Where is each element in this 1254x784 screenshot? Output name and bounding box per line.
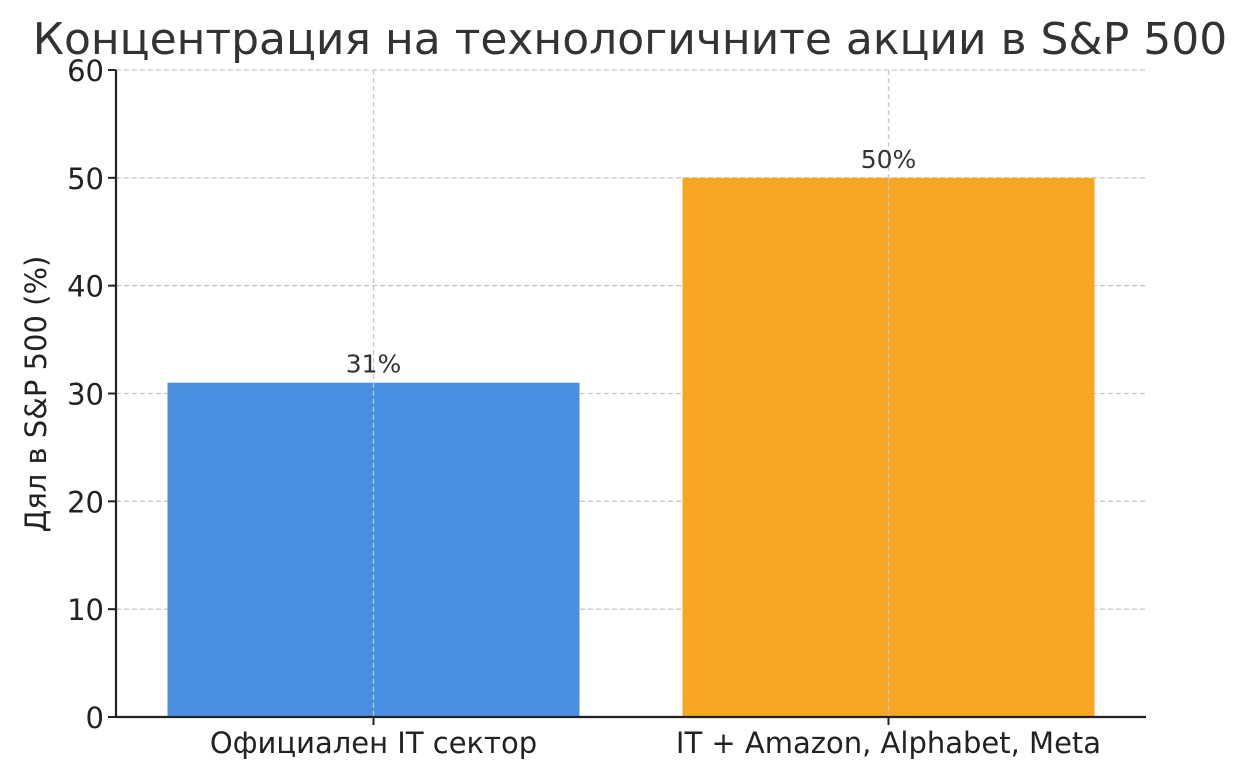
bars: 31% 50% (167, 145, 1095, 718)
y-tick-label: 50 (67, 162, 104, 196)
y-tick-label: 10 (67, 593, 104, 627)
y-axis-label: Дял в S&P 500 (%) (19, 256, 53, 533)
x-tick-label: IT + Amazon, Alphabet, Meta (676, 726, 1101, 760)
bar (167, 382, 580, 717)
y-tick-label: 20 (67, 485, 104, 519)
x-tick-label: Официален IT сектор (210, 726, 537, 760)
bar-value-label: 50% (861, 145, 917, 174)
y-tick-label: 40 (67, 270, 104, 304)
y-tick-label: 0 (86, 701, 104, 735)
axes: 0 10 20 30 40 50 60 Официален IT сектор IT + Ama… (67, 54, 1146, 760)
y-tick-label: 30 (67, 378, 104, 412)
bar-value-label: 31% (346, 350, 402, 379)
chart-title: Концентрация на технологичните акции в S… (33, 14, 1228, 65)
y-tick-label: 60 (67, 54, 104, 88)
